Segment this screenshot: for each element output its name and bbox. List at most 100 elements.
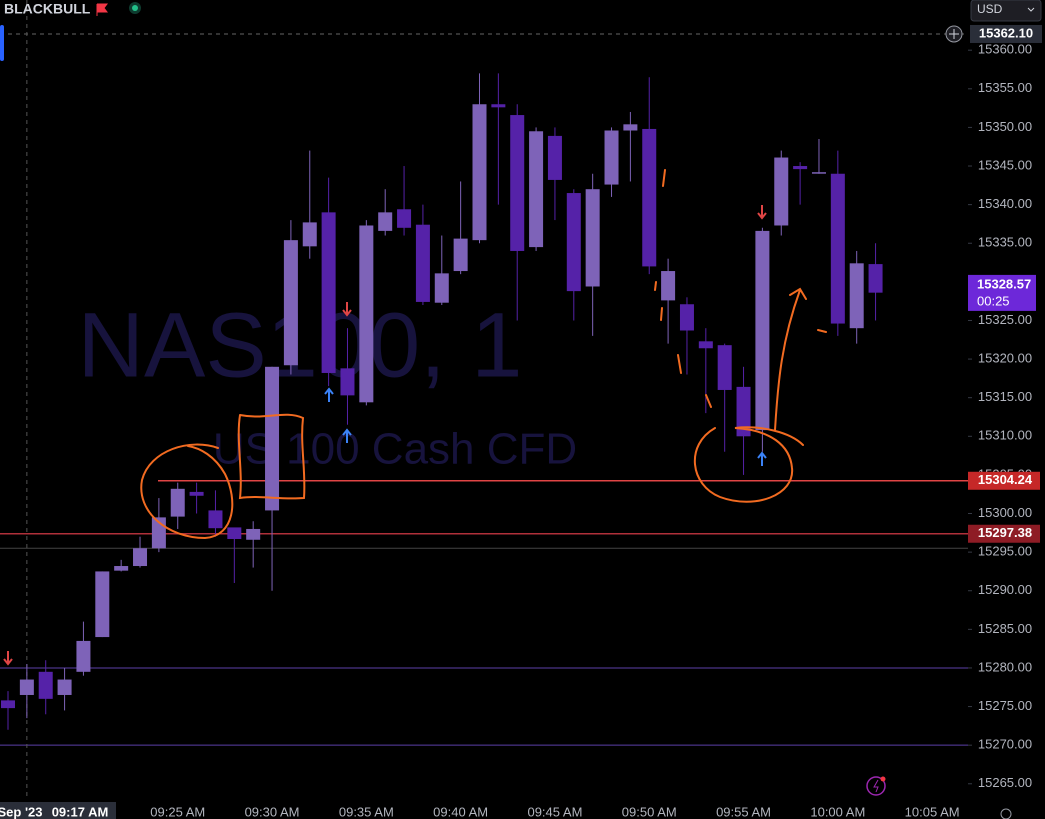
candle-body: [415, 224, 430, 302]
annotations: [140, 169, 827, 540]
y-tick-label: 15355.00: [978, 80, 1032, 95]
candle-body: [359, 225, 374, 403]
candle-body: [698, 341, 713, 349]
candle-body: [57, 679, 72, 695]
y-tick-label: 15345.00: [978, 157, 1032, 172]
y-tick-label: 15280.00: [978, 659, 1032, 674]
candle-body: [95, 571, 110, 638]
x-tick-label: 09:40 AM: [433, 804, 488, 819]
price-axis: [968, 0, 1045, 819]
candle-body: [265, 366, 280, 511]
alert-icon[interactable]: [866, 776, 886, 796]
crosshair-date: Sep '23: [0, 804, 43, 819]
x-tick-label: 09:35 AM: [339, 804, 394, 819]
x-tick-label: 09:55 AM: [716, 804, 771, 819]
settings-icon[interactable]: [1000, 808, 1012, 819]
candle-body: [472, 104, 487, 241]
currency-select[interactable]: [970, 0, 1042, 22]
level-label-box: [968, 524, 1040, 543]
y-tick-label: 15270.00: [978, 737, 1032, 752]
x-tick-label: 10:00 AM: [810, 804, 865, 819]
buy-marker: [342, 428, 352, 443]
candle-body: [755, 230, 770, 431]
x-tick-label: 09:25 AM: [150, 804, 205, 819]
crosshair-price-box: [970, 24, 1042, 43]
x-tick-label: 09:30 AM: [245, 804, 300, 819]
candle-body: [736, 386, 751, 437]
candle-body: [585, 189, 600, 287]
candle-body: [661, 271, 676, 301]
alert-bolt: [873, 779, 879, 793]
current-price: 15328.57: [977, 276, 1031, 291]
candle-body: [302, 222, 317, 247]
candle-body: [811, 172, 826, 174]
time-axis: [0, 800, 968, 819]
x-tick-label: 09:50 AM: [622, 804, 677, 819]
candle-body: [246, 528, 261, 540]
candle-body: [623, 124, 638, 131]
y-tick-label: 15285.00: [978, 621, 1032, 636]
y-tick-label: 15300.00: [978, 505, 1032, 520]
candle-body: [227, 527, 242, 539]
candle-body: [434, 273, 449, 303]
y-tick-label: 15350.00: [978, 119, 1032, 134]
y-tick-label: 15325.00: [978, 312, 1032, 327]
candle-body: [453, 238, 468, 272]
candle-body: [774, 157, 789, 226]
candle-body: [604, 130, 619, 185]
candle-body: [283, 240, 298, 366]
candle-body: [717, 345, 732, 390]
candle-body: [19, 679, 34, 695]
y-tick-label: 15295.00: [978, 544, 1032, 559]
candle-body: [510, 115, 525, 251]
x-tick-label: 10:05 AM: [905, 804, 960, 819]
y-tick-label: 15360.00: [978, 42, 1032, 57]
candle-body: [208, 510, 223, 529]
y-tick-label: 15340.00: [978, 196, 1032, 211]
arrow-annotation: [774, 287, 807, 431]
y-tick-label: 15315.00: [978, 389, 1032, 404]
y-tick-label: 15310.00: [978, 428, 1032, 443]
y-tick-label: 15335.00: [978, 235, 1032, 250]
candle-body: [491, 104, 506, 108]
y-tick-label: 15265.00: [978, 775, 1032, 790]
alert-dot: [880, 776, 886, 782]
y-tick-label: 15320.00: [978, 351, 1032, 366]
candle-body: [321, 212, 336, 373]
trade-markers: [3, 205, 767, 666]
candle-body: [170, 488, 185, 517]
x-tick-label: 09:45 AM: [527, 804, 582, 819]
crosshair-price: 15362.10: [979, 25, 1033, 40]
candle-body: [868, 264, 883, 293]
currency-label: USD: [977, 2, 1003, 16]
crosshair-add-plus: [949, 28, 959, 39]
candle-body: [76, 640, 91, 672]
y-tick-label: 15290.00: [978, 582, 1032, 597]
candle-body: [1, 700, 15, 709]
candle-body: [529, 131, 544, 248]
circle-annotation: [140, 443, 234, 540]
candle-body: [547, 135, 562, 180]
candle-body: [378, 212, 393, 231]
box-annotation: [237, 413, 306, 500]
candle-body: [397, 209, 412, 228]
status-dot: [132, 5, 138, 11]
level-label: 15304.24: [978, 472, 1033, 487]
candle-body: [793, 166, 808, 170]
broker-name: BLACKBULL: [4, 1, 91, 17]
candle-body: [642, 128, 657, 267]
countdown: 00:25: [977, 293, 1010, 308]
level-label-box: [968, 471, 1040, 490]
level-label: 15297.38: [978, 525, 1032, 540]
buy-marker: [757, 451, 767, 466]
current-price-box: [968, 274, 1036, 311]
y-tick-label: 15275.00: [978, 698, 1032, 713]
sell-marker: [3, 651, 13, 666]
side-tab[interactable]: [0, 25, 4, 61]
candle-body: [679, 304, 694, 331]
candle-body: [566, 193, 581, 292]
candle-body: [830, 173, 845, 324]
candle-body: [189, 491, 204, 496]
candle-body: [133, 548, 148, 567]
